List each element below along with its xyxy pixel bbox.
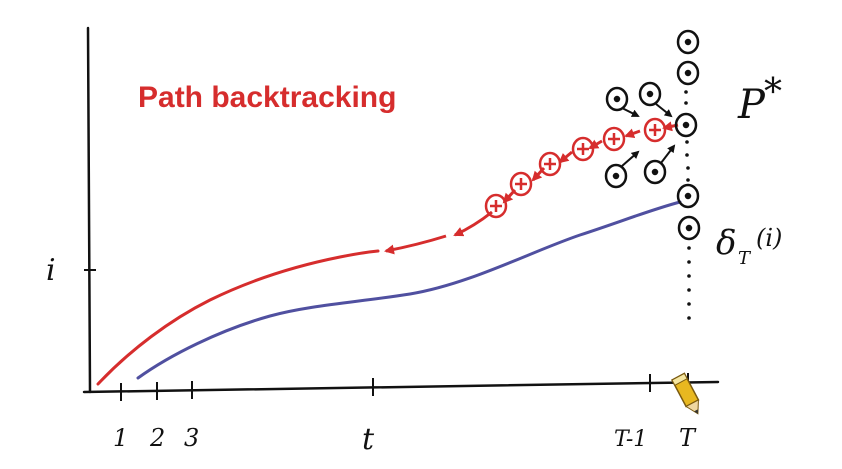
x-tick-label-2: 2: [149, 424, 165, 452]
red-state-1: [484, 193, 508, 219]
transition-arrow-1: [621, 107, 640, 117]
x-tick-label-t: t: [362, 422, 375, 457]
delta-subscript: T: [738, 248, 752, 269]
red-path-lower: [96, 249, 380, 386]
final-column-states: [674, 29, 701, 241]
dotted-column: [684, 90, 691, 320]
backtrack-arrow-5: [558, 150, 573, 164]
state-prev-1: [605, 86, 629, 112]
state-prev-4: [643, 159, 667, 185]
diagram-title: Path backtracking: [138, 81, 396, 114]
backtrack-arrow-7: [624, 128, 641, 139]
backtrack-arrows: [384, 121, 679, 255]
transition-arrow-3: [621, 150, 640, 167]
y-axis: [86, 26, 92, 394]
red-state-6: [643, 117, 667, 143]
state-prev-3: [604, 163, 628, 189]
p-star-superscript: *: [764, 72, 782, 113]
state-T-4: [676, 183, 700, 209]
x-tick-label-t-minus-1: T-1: [614, 427, 647, 452]
delta-label: δ: [716, 223, 736, 263]
backtrack-arrow-1: [384, 234, 447, 255]
state-prev-2: [638, 81, 662, 107]
red-states: [484, 117, 667, 219]
x-axis: [82, 380, 720, 394]
axes: [82, 26, 720, 401]
state-T-1: [676, 29, 700, 55]
transition-arrows: [621, 103, 676, 167]
p-star-label: P: [737, 82, 766, 128]
prev-column-states: [604, 81, 667, 189]
red-state-3: [538, 151, 562, 177]
blue-path: [136, 200, 682, 380]
red-state-2: [509, 171, 533, 197]
state-T-best: [674, 112, 698, 138]
transition-arrow-4: [660, 144, 676, 164]
pencil-icon: [670, 372, 700, 415]
x-tick-label-1: 1: [113, 424, 128, 452]
delta-argument: (i): [756, 224, 782, 252]
red-state-4: [571, 136, 595, 162]
backtrack-arrow-2: [453, 210, 493, 237]
y-label-i: i: [46, 253, 56, 288]
x-tick-label-3: 3: [184, 424, 199, 452]
transition-arrow-2: [655, 103, 673, 118]
state-T-2: [676, 60, 700, 86]
x-tick-label-T: T: [679, 424, 697, 452]
red-state-5: [602, 126, 626, 152]
state-T-5: [677, 215, 701, 241]
